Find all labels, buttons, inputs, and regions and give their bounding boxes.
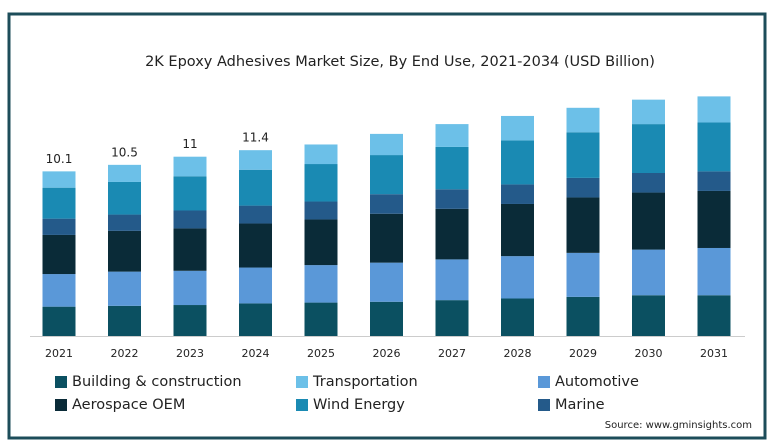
bar-segment	[632, 124, 665, 173]
bar-segment	[697, 190, 731, 248]
bar-segment	[370, 213, 403, 263]
bar-segment	[239, 205, 272, 224]
bar-segment	[566, 197, 600, 253]
bar-segment	[501, 298, 534, 336]
bar-segment	[173, 210, 207, 229]
total-label: 11	[182, 137, 197, 151]
x-tick-label: 2025	[307, 347, 335, 360]
bar-segment	[697, 122, 731, 172]
x-tick-label: 2029	[569, 347, 597, 360]
bar-segment	[370, 133, 403, 156]
bar-segment	[173, 156, 207, 177]
x-tick-label: 2023	[176, 347, 204, 360]
bar-segment	[697, 295, 731, 336]
bar-segment	[501, 184, 534, 204]
bar-segment	[42, 171, 76, 188]
legend-swatch	[538, 399, 550, 411]
total-label: 11.4	[242, 131, 269, 145]
bar-segment	[697, 96, 731, 123]
legend-label: Transportation	[312, 374, 418, 390]
bar-segment	[173, 270, 207, 306]
bar-segment	[42, 306, 76, 336]
x-tick-label: 2030	[635, 347, 663, 360]
bar-segment	[304, 201, 338, 220]
bar-segment	[370, 194, 403, 214]
bar-segment	[108, 271, 141, 306]
bar-segment	[566, 107, 600, 133]
legend-swatch	[538, 376, 550, 388]
bar-segment	[304, 265, 338, 303]
bar-segment	[239, 223, 272, 268]
bar-segment	[108, 181, 141, 215]
bar-segment	[304, 144, 338, 165]
bar-segment	[501, 115, 534, 141]
legend-swatch	[296, 376, 308, 388]
legend-label: Aerospace OEM	[72, 397, 185, 413]
bar-segment	[435, 146, 469, 190]
chart-title: 2K Epoxy Adhesives Market Size, By End U…	[145, 54, 655, 70]
legend-label: Wind Energy	[313, 397, 405, 413]
source: Source: www.gminsights.com	[605, 420, 752, 431]
bar-segment	[370, 301, 403, 336]
bar-segment	[42, 234, 76, 275]
bar-segment	[632, 173, 665, 193]
bar-segment	[566, 252, 600, 297]
legend-swatch	[55, 376, 67, 388]
bar-segment	[697, 171, 731, 191]
bar-segment	[304, 164, 338, 202]
bar-segment	[632, 295, 665, 336]
x-tick-label: 2028	[504, 347, 532, 360]
bar-segment	[108, 305, 141, 336]
bar-segment	[435, 300, 469, 336]
bar-segment	[370, 155, 403, 195]
legend-label: Marine	[555, 397, 605, 413]
bar-segment	[566, 132, 600, 178]
bar-segment	[566, 296, 600, 336]
bar-segment	[173, 176, 207, 211]
bar-segment	[239, 303, 272, 336]
bar-segment	[501, 203, 534, 257]
legend-label: Automotive	[555, 374, 639, 390]
bar-segment	[566, 177, 600, 198]
bar-segment	[501, 256, 534, 299]
bar-segment	[108, 164, 141, 182]
bar-segment	[632, 99, 665, 125]
x-tick-label: 2021	[45, 347, 73, 360]
bar-segment	[108, 214, 141, 231]
bar-segment	[173, 228, 207, 271]
bar-segment	[42, 187, 76, 219]
bar-segment	[239, 150, 272, 170]
bar-segment	[304, 219, 338, 266]
bar-segment	[108, 230, 141, 272]
legend-label: Building & construction	[72, 374, 242, 390]
x-tick-label: 2022	[111, 347, 139, 360]
bar-segment	[42, 274, 76, 307]
bar-segment	[697, 247, 731, 296]
bar-segment	[501, 140, 534, 185]
bar-segment	[370, 262, 403, 302]
bar-segment	[304, 302, 338, 336]
bar-segment	[173, 305, 207, 336]
bar-segment	[239, 267, 272, 304]
x-tick-label: 2027	[438, 347, 466, 360]
x-tick-label: 2026	[373, 347, 401, 360]
bar-segment	[632, 192, 665, 250]
x-tick-label: 2031	[700, 347, 728, 360]
x-tick-label: 2024	[242, 347, 270, 360]
legend-swatch	[55, 399, 67, 411]
bar-segment	[435, 189, 469, 209]
legend-swatch	[296, 399, 308, 411]
bar-segment	[435, 208, 469, 260]
bar-segment	[42, 218, 76, 235]
total-label: 10.5	[111, 145, 138, 159]
bar-segment	[435, 124, 469, 147]
bar-segment	[632, 249, 665, 296]
total-label: 10.1	[46, 152, 73, 166]
bar-segment	[435, 259, 469, 301]
bar-segment	[239, 169, 272, 206]
